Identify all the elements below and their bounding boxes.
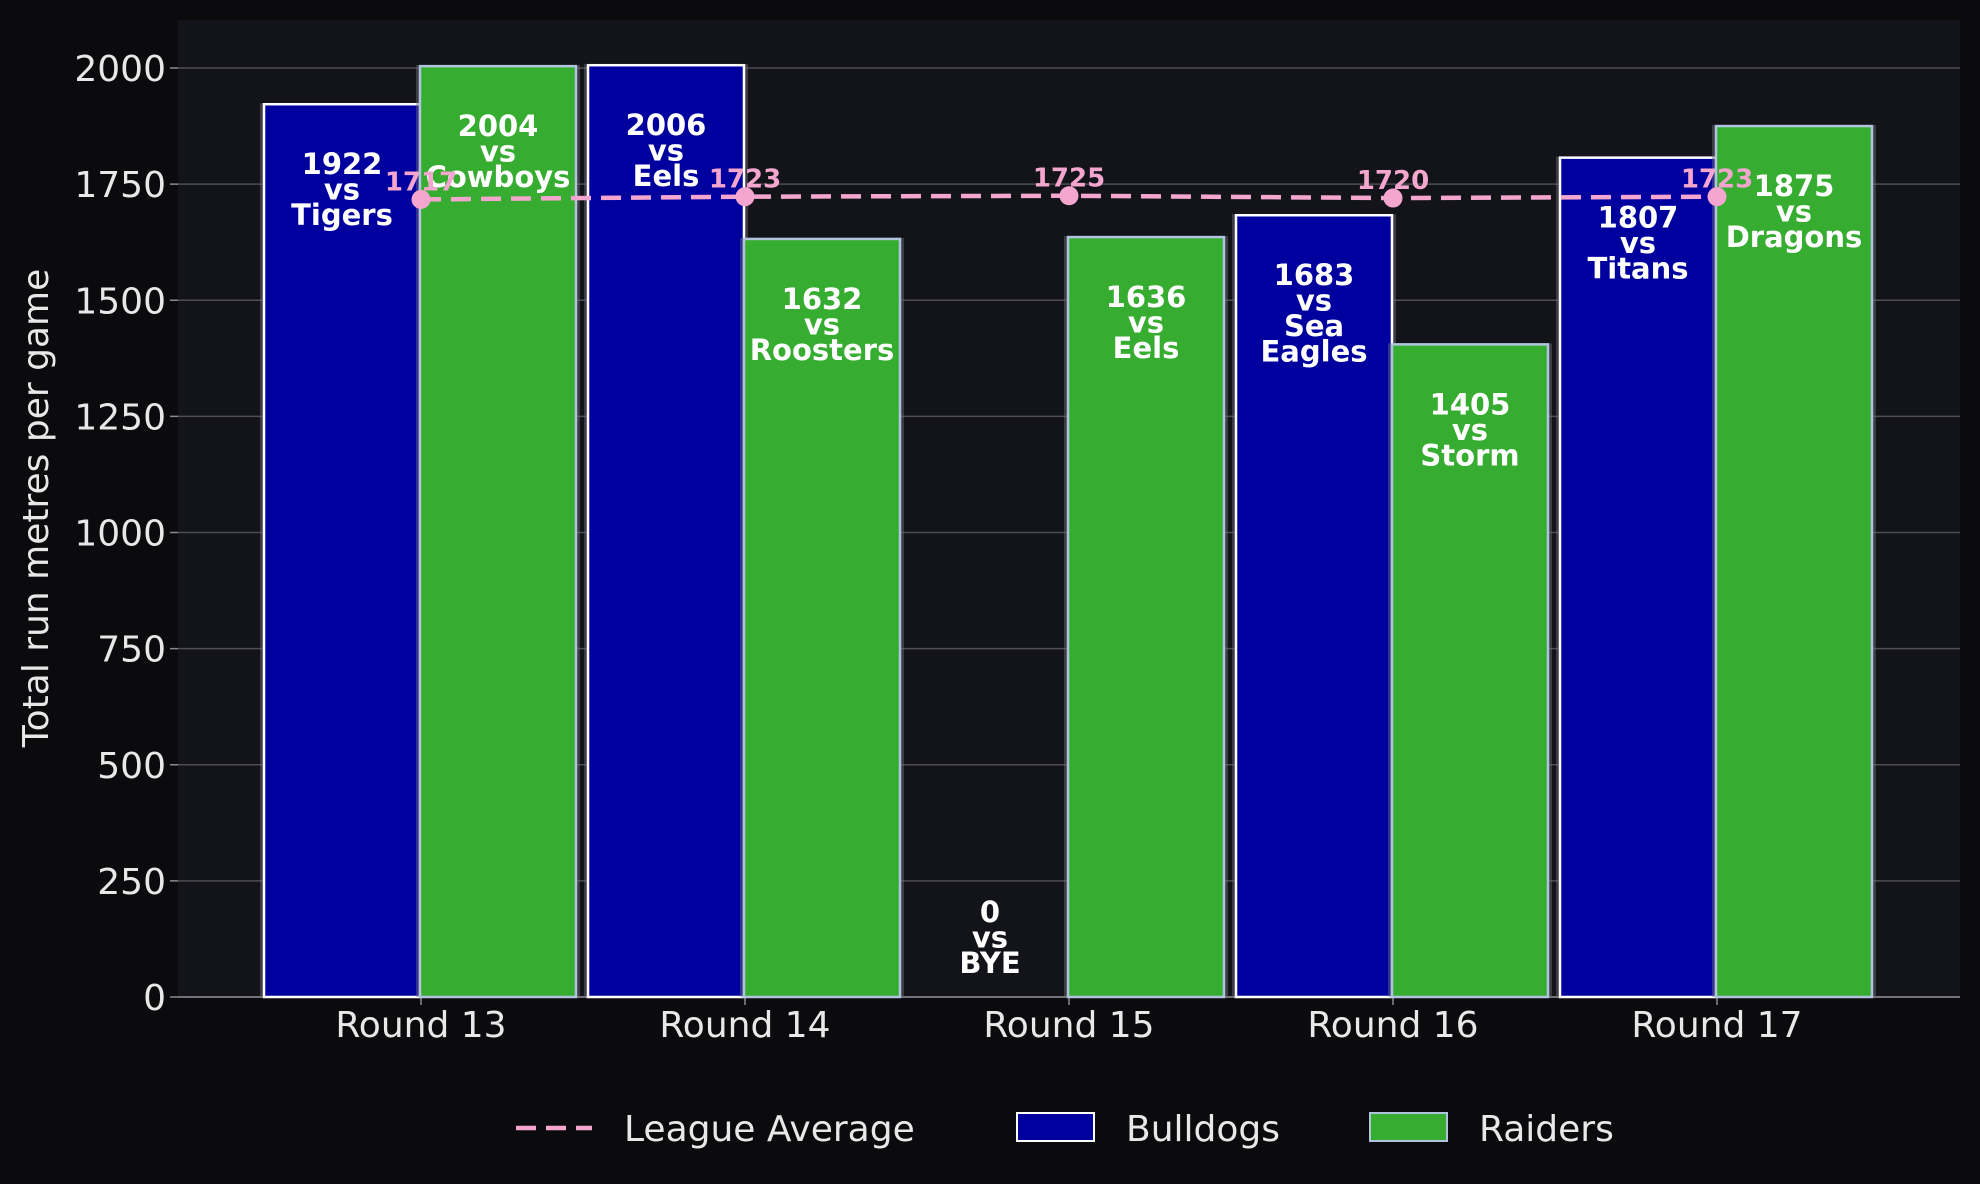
bar-label-bulldogs-3: 1683 vs Sea Eagles xyxy=(1260,258,1367,369)
bar-bulldogs-3 xyxy=(1234,213,1394,999)
legend-swatch-bulldogs xyxy=(1016,1112,1095,1142)
bar-label-line: BYE xyxy=(959,946,1020,980)
bar-bulldogs-0 xyxy=(262,102,422,999)
bar-label-line: 1875 xyxy=(1754,169,1835,203)
x-tick-label-round-15: Round 15 xyxy=(983,1005,1154,1046)
bar-label-bulldogs-0: 1922 vs Tigers xyxy=(291,147,393,232)
bar-raiders-2 xyxy=(1066,235,1226,999)
y-tick-label-1500: 1500 xyxy=(74,281,166,322)
legend-label-raiders: Raiders xyxy=(1479,1109,1614,1150)
bar-label-line: vs xyxy=(1296,284,1332,318)
bar-label-line: vs xyxy=(324,173,360,207)
bar-label-line: vs xyxy=(804,307,840,341)
bar-label-line: Dragons xyxy=(1726,220,1863,254)
bar-label-raiders-2: 1636 vs Eels xyxy=(1106,280,1187,365)
bar-label-line: 1683 xyxy=(1274,258,1355,292)
league-average-point-1 xyxy=(735,187,755,207)
x-tick-label-round-17: Round 17 xyxy=(1631,1005,1802,1046)
legend-swatch-raiders xyxy=(1369,1112,1448,1142)
league-average-label-4: 1723 xyxy=(1681,165,1753,195)
x-tick-label-round-16: Round 16 xyxy=(1307,1005,1478,1046)
bar-label-line: vs xyxy=(1128,306,1164,340)
bar-raiders-0 xyxy=(418,64,578,999)
bar-label-line: Cowboys xyxy=(426,160,571,194)
bar-label-line: 1405 xyxy=(1430,387,1511,421)
bar-label-bulldogs-1: 2006 vs Eels xyxy=(626,108,707,193)
bar-label-line: 0 xyxy=(980,895,1000,929)
bar-label-line: 2004 xyxy=(458,109,539,143)
bar-label-line: 1632 xyxy=(782,282,863,316)
bar-label-line: vs xyxy=(1620,226,1656,260)
y-tick-label-2000: 2000 xyxy=(74,49,166,90)
league-average-point-0 xyxy=(411,189,431,209)
y-axis-label: Total run metres per game xyxy=(16,269,57,748)
y-tick-label-1750: 1750 xyxy=(74,165,166,206)
legend-label-league-average: League Average xyxy=(624,1109,915,1150)
bar-label-bulldogs-4: 1807 vs Titans xyxy=(1587,201,1688,286)
bar-label-line: Eagles xyxy=(1260,335,1367,369)
bar-label-line: Sea xyxy=(1284,309,1344,343)
bar-label-line: 1807 xyxy=(1598,201,1679,235)
league-average-label-0: 1717 xyxy=(385,167,457,197)
bar-label-line: Eels xyxy=(1113,331,1180,365)
bar-raiders-1 xyxy=(742,237,902,999)
league-average-label-3: 1720 xyxy=(1357,166,1429,196)
bar-label-line: vs xyxy=(1776,195,1812,229)
league-average-point-4 xyxy=(1707,187,1727,207)
legend-label-bulldogs: Bulldogs xyxy=(1126,1109,1280,1150)
bar-label-line: vs xyxy=(972,921,1008,955)
bar-label-raiders-3: 1405 vs Storm xyxy=(1420,387,1519,472)
y-tick-label-750: 750 xyxy=(97,630,166,671)
bar-label-line: vs xyxy=(1452,413,1488,447)
x-tick-label-round-13: Round 13 xyxy=(335,1005,506,1046)
league-average-label-2: 1725 xyxy=(1033,164,1105,194)
y-tick-label-500: 500 xyxy=(97,746,166,787)
bar-label-line: Eels xyxy=(633,159,700,193)
x-tick-label-round-14: Round 14 xyxy=(659,1005,830,1046)
bar-label-line: Tigers xyxy=(291,198,393,232)
y-tick-label-1000: 1000 xyxy=(74,514,166,555)
bar-label-line: Roosters xyxy=(750,333,895,367)
bar-bulldogs-1 xyxy=(586,63,746,999)
league-average-label-1: 1723 xyxy=(709,165,781,195)
bar-raiders-4 xyxy=(1714,124,1874,999)
bar-bulldogs-4 xyxy=(1558,156,1718,999)
bar-label-line: vs xyxy=(648,134,684,168)
bar-label-line: 1636 xyxy=(1106,280,1187,314)
bar-label-raiders-0: 2004 vs Cowboys xyxy=(426,109,571,194)
bar-label-line: Titans xyxy=(1587,252,1688,286)
league-average-point-3 xyxy=(1383,188,1403,208)
bar-label-line: 1922 xyxy=(302,147,383,181)
bar-raiders-3 xyxy=(1390,343,1550,999)
bar-label-line: 2006 xyxy=(626,108,707,142)
y-tick-label-250: 250 xyxy=(97,862,166,903)
league-average-point-2 xyxy=(1059,186,1079,206)
bar-label-raiders-4: 1875 vs Dragons xyxy=(1726,169,1863,254)
bar-label-line: vs xyxy=(480,135,516,169)
y-tick-label-1250: 1250 xyxy=(74,397,166,438)
bar-label-bulldogs-2: 0 vs BYE xyxy=(959,895,1020,980)
bar-label-line: Storm xyxy=(1420,438,1519,472)
bar-label-raiders-1: 1632 vs Roosters xyxy=(750,282,895,367)
y-tick-label-0: 0 xyxy=(143,978,166,1019)
